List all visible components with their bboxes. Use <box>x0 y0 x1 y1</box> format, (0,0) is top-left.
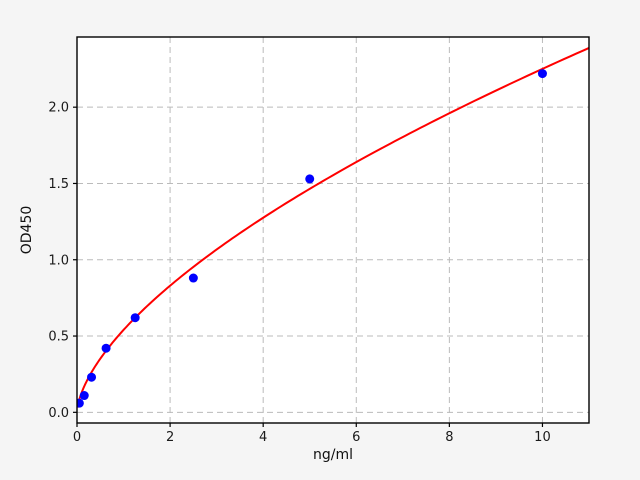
fit-curve-line <box>77 47 589 408</box>
data-point <box>101 343 111 353</box>
data-point <box>305 174 315 184</box>
x-axis-label: ng/ml <box>312 447 353 463</box>
data-point <box>537 69 547 79</box>
data-point <box>77 398 84 408</box>
data-point <box>130 313 140 323</box>
plot-background <box>77 37 589 423</box>
x-tick-label: 4 <box>259 430 267 445</box>
y-axis-label: OD450 <box>19 205 35 255</box>
x-tick-label: 8 <box>445 430 453 445</box>
y-tick-label: 1.5 <box>48 177 69 192</box>
data-point <box>79 391 89 401</box>
y-tick-label: 0.5 <box>48 330 69 345</box>
y-tick-label: 2.0 <box>48 101 69 116</box>
axes-frame <box>76 36 590 424</box>
x-tick-label: 0 <box>73 430 81 445</box>
y-tick-label: 1.0 <box>48 253 69 268</box>
data-point <box>87 372 97 382</box>
x-tick-label: 6 <box>352 430 360 445</box>
y-tick-label: 0.0 <box>48 406 69 421</box>
x-tick-label: 10 <box>534 430 551 445</box>
data-point <box>188 273 198 283</box>
x-tick-label: 2 <box>166 430 174 445</box>
